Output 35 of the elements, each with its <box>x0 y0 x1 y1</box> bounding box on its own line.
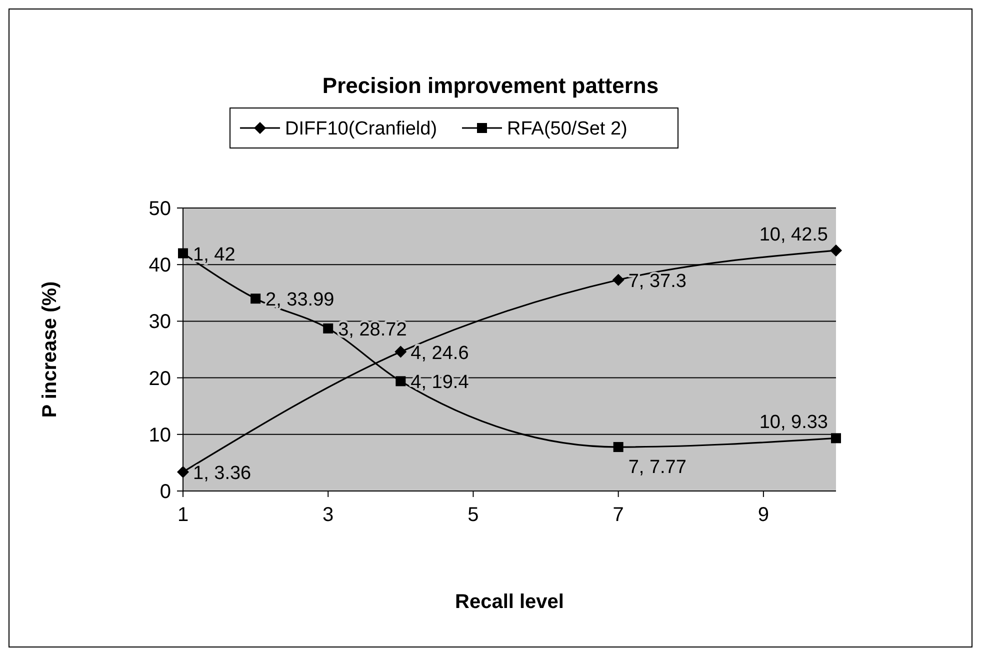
x-tick-label: 5 <box>468 504 479 526</box>
chart-title: Precision improvement patterns <box>322 73 659 98</box>
data-label: 4, 19.4 <box>410 372 470 394</box>
data-label: 1, 3.36 <box>193 462 252 484</box>
data-label: 7, 37.3 <box>628 270 686 292</box>
data-label: 10, 9.33 <box>759 412 828 434</box>
x-tick-label: 1 <box>177 504 189 526</box>
point <box>250 294 261 304</box>
data-label: 1, 42 <box>193 244 236 266</box>
y-axis-title: P increase (%) <box>39 281 61 418</box>
legend-label: DIFF10(Cranfield) <box>285 118 438 140</box>
point <box>177 466 189 478</box>
data-label: 7, 7.77 <box>628 457 686 478</box>
data-label: 4, 24.6 <box>410 342 469 364</box>
y-tick-label: 0 <box>160 481 171 503</box>
x-tick-label: 9 <box>758 504 770 526</box>
y-tick-label: 50 <box>148 198 171 220</box>
y-tick-label: 20 <box>148 368 171 390</box>
point <box>830 244 842 256</box>
legend-label: RFA(50/Set 2) <box>507 118 628 140</box>
y-tick-label: 40 <box>148 254 171 277</box>
point <box>394 346 407 358</box>
point <box>396 376 406 386</box>
x-axis-title: Recall level <box>455 591 564 613</box>
point <box>612 274 624 286</box>
x-tick-label: 3 <box>322 504 334 526</box>
point <box>613 442 624 452</box>
y-tick-label: 30 <box>148 311 171 334</box>
point <box>178 248 188 258</box>
point <box>831 433 841 444</box>
data-label: 10, 42.5 <box>759 224 828 246</box>
y-tick-label: 10 <box>148 424 171 446</box>
x-tick-label: 7 <box>612 504 624 526</box>
point <box>323 323 334 334</box>
data-label: 3, 28.72 <box>338 319 407 340</box>
